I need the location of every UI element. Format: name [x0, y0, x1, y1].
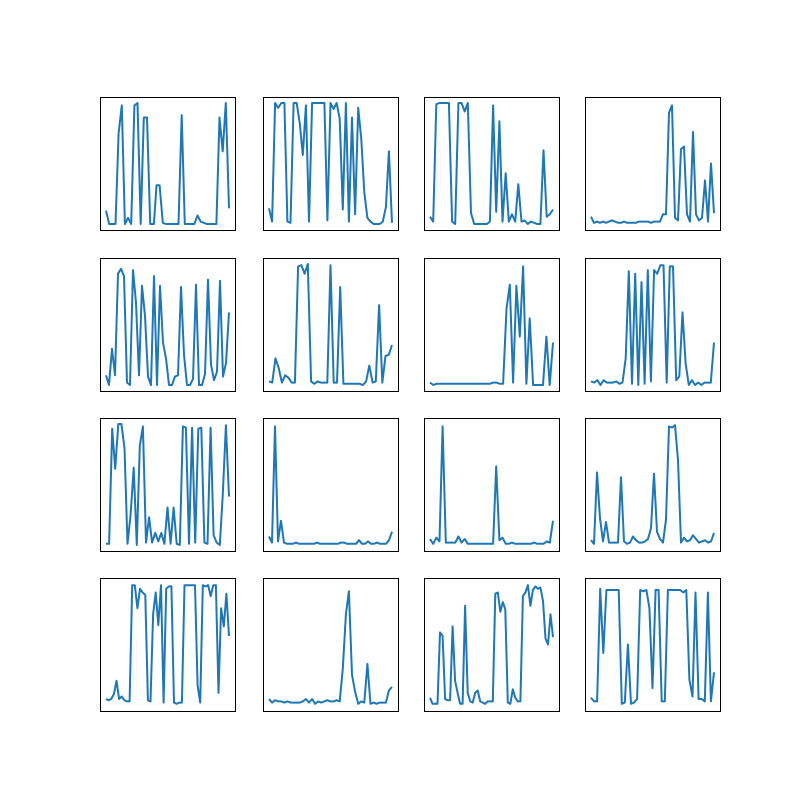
axes-frame [424, 578, 560, 712]
subplot-r2-c1 [100, 258, 236, 392]
series-line [429, 584, 554, 705]
axes-frame [585, 418, 721, 552]
subplot-r1-c2 [263, 97, 399, 231]
axes-frame [585, 258, 721, 392]
subplot-r2-c2 [263, 258, 399, 392]
subplot-r1-c4 [585, 97, 721, 231]
series-line [106, 423, 230, 546]
series-line [429, 425, 554, 545]
axes-frame [263, 578, 399, 712]
subplot-r4-c1 [100, 578, 236, 712]
series-line [429, 265, 554, 386]
subplot-r3-c4 [585, 418, 721, 552]
axes-frame [585, 97, 721, 231]
axes-frame [585, 578, 721, 712]
axes-frame [100, 97, 236, 231]
subplot-r4-c4 [585, 578, 721, 712]
series-line [105, 102, 230, 225]
series-line [268, 425, 393, 545]
axes-frame [263, 418, 399, 552]
subplot-r2-c4 [585, 258, 721, 392]
series-line [105, 584, 230, 705]
series-line [268, 590, 393, 705]
subplot-grid [100, 97, 721, 712]
subplot-r4-c2 [263, 578, 399, 712]
series-line [105, 267, 230, 386]
subplot-r3-c3 [424, 418, 560, 552]
axes-frame [263, 97, 399, 231]
axes-frame [100, 418, 236, 552]
axes-frame [424, 418, 560, 552]
axes-frame [100, 578, 236, 712]
axes-frame [263, 258, 399, 392]
subplot-r1-c3 [424, 97, 560, 231]
subplot-r3-c1 [100, 418, 236, 552]
series-line [590, 264, 715, 386]
series-line [268, 102, 393, 225]
series-line [429, 102, 554, 225]
series-line [590, 587, 715, 705]
axes-frame [100, 258, 236, 392]
series-line [268, 263, 393, 386]
series-line [590, 424, 715, 545]
subplot-r4-c3 [424, 578, 560, 712]
series-line [590, 104, 715, 224]
subplot-r2-c3 [424, 258, 560, 392]
subplot-r3-c2 [263, 418, 399, 552]
axes-frame [424, 97, 560, 231]
subplot-r1-c1 [100, 97, 236, 231]
axes-frame [424, 258, 560, 392]
